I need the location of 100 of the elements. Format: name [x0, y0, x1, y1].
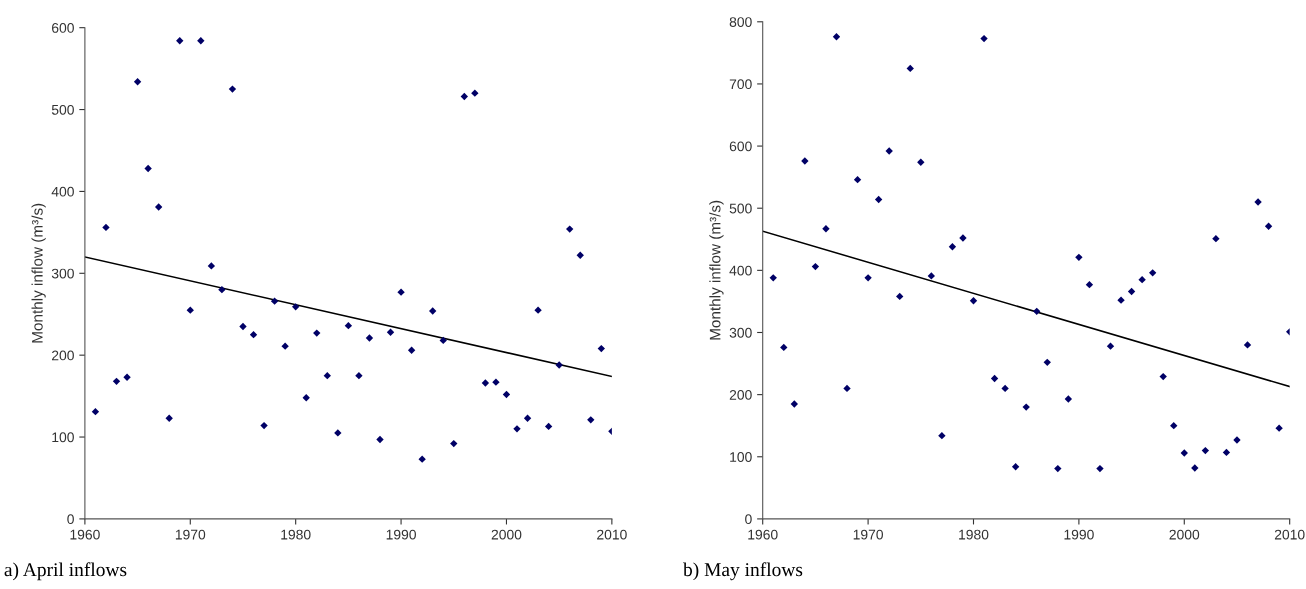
y-tick-label: 0: [745, 514, 752, 525]
point: [365, 334, 374, 342]
point: [1106, 342, 1115, 350]
y-tick-label: 700: [729, 79, 752, 90]
point: [481, 379, 490, 387]
point: [948, 243, 957, 251]
point: [439, 336, 447, 345]
point: [874, 195, 883, 204]
x-tick-label: 2000: [491, 529, 522, 540]
point: [1054, 464, 1062, 473]
point: [811, 262, 820, 271]
x-tick-label: 1970: [853, 529, 884, 540]
x-tick-label: 1970: [175, 529, 206, 540]
point: [270, 297, 279, 305]
point: [144, 164, 152, 173]
x-tick-label: 1990: [1064, 529, 1094, 540]
point: [460, 92, 468, 101]
y-tick-label: 200: [52, 350, 74, 361]
point: [502, 390, 511, 399]
point: [927, 272, 936, 280]
point: [112, 377, 121, 386]
y-tick-label: 100: [52, 432, 74, 443]
y-tick-label: 300: [729, 327, 752, 338]
point: [790, 400, 798, 408]
x-tick-label: 2010: [1274, 529, 1305, 540]
point: [450, 439, 458, 448]
point: [843, 384, 851, 393]
point: [292, 303, 300, 311]
point: [853, 175, 862, 184]
point: [323, 371, 331, 380]
text: b) May inflows: [683, 562, 803, 581]
point: [1159, 372, 1167, 381]
point: [197, 37, 205, 45]
y-tick-label: 500: [729, 203, 752, 214]
point: [218, 286, 226, 294]
point: [780, 343, 788, 352]
point: [896, 292, 904, 301]
point: [154, 203, 163, 211]
point: [1075, 253, 1083, 261]
point: [1222, 448, 1231, 457]
point: [938, 431, 946, 440]
point: [429, 307, 437, 315]
point: [1127, 287, 1136, 296]
point: [207, 262, 216, 270]
point: [91, 407, 100, 416]
point: [1201, 446, 1210, 455]
point: [1011, 463, 1020, 471]
point: [566, 225, 574, 233]
x-tick-label: 1980: [281, 529, 311, 540]
x-tick-label: 1990: [386, 529, 416, 540]
point: [832, 33, 841, 41]
point: [133, 78, 142, 86]
point: [1148, 269, 1157, 277]
y-tick-label: 600: [729, 141, 752, 152]
point: [769, 274, 777, 282]
point: [260, 421, 268, 430]
point: [1064, 395, 1073, 403]
point: [186, 306, 194, 314]
point: [407, 346, 416, 354]
point: [1001, 384, 1009, 393]
y-tick-label: 400: [729, 265, 752, 276]
point: [1033, 307, 1041, 316]
point: [176, 37, 184, 45]
point: [228, 85, 237, 93]
point: [376, 435, 384, 444]
point: [302, 394, 310, 402]
point: [587, 416, 595, 424]
point: [102, 223, 110, 232]
y-tick-label: 500: [51, 104, 74, 115]
y-tick-label: 800: [729, 17, 752, 27]
point: [1264, 222, 1273, 230]
x-tick-label: 1980: [959, 529, 989, 540]
x-tick-label: 1960: [748, 529, 778, 540]
point: [597, 344, 605, 353]
point: [969, 297, 978, 305]
y-axis-title: Monthly inflow (m³/s): [709, 200, 724, 340]
x-tick-label: 1960: [70, 529, 100, 540]
point: [1138, 276, 1146, 284]
y-tick-label: 600: [52, 23, 74, 33]
y-tick-label: 400: [51, 186, 74, 197]
text: a) April inflows: [4, 562, 127, 581]
point: [239, 322, 247, 331]
point: [1243, 341, 1252, 349]
y-tick-label: 100: [730, 452, 752, 462]
point: [917, 158, 925, 166]
point: [1085, 280, 1094, 289]
point: [1212, 234, 1220, 243]
point: [544, 422, 553, 431]
y-tick-label: 0: [67, 514, 74, 525]
x-tick-label: 2000: [1169, 529, 1200, 540]
point: [344, 322, 353, 330]
point: [576, 251, 584, 259]
point: [1096, 464, 1104, 473]
x-tick-label: 2010: [597, 529, 627, 540]
point: [906, 64, 914, 73]
point: [165, 414, 173, 422]
point: [1043, 358, 1051, 366]
y-tick-label: 300: [51, 268, 74, 279]
point: [822, 225, 830, 233]
point: [523, 414, 532, 422]
